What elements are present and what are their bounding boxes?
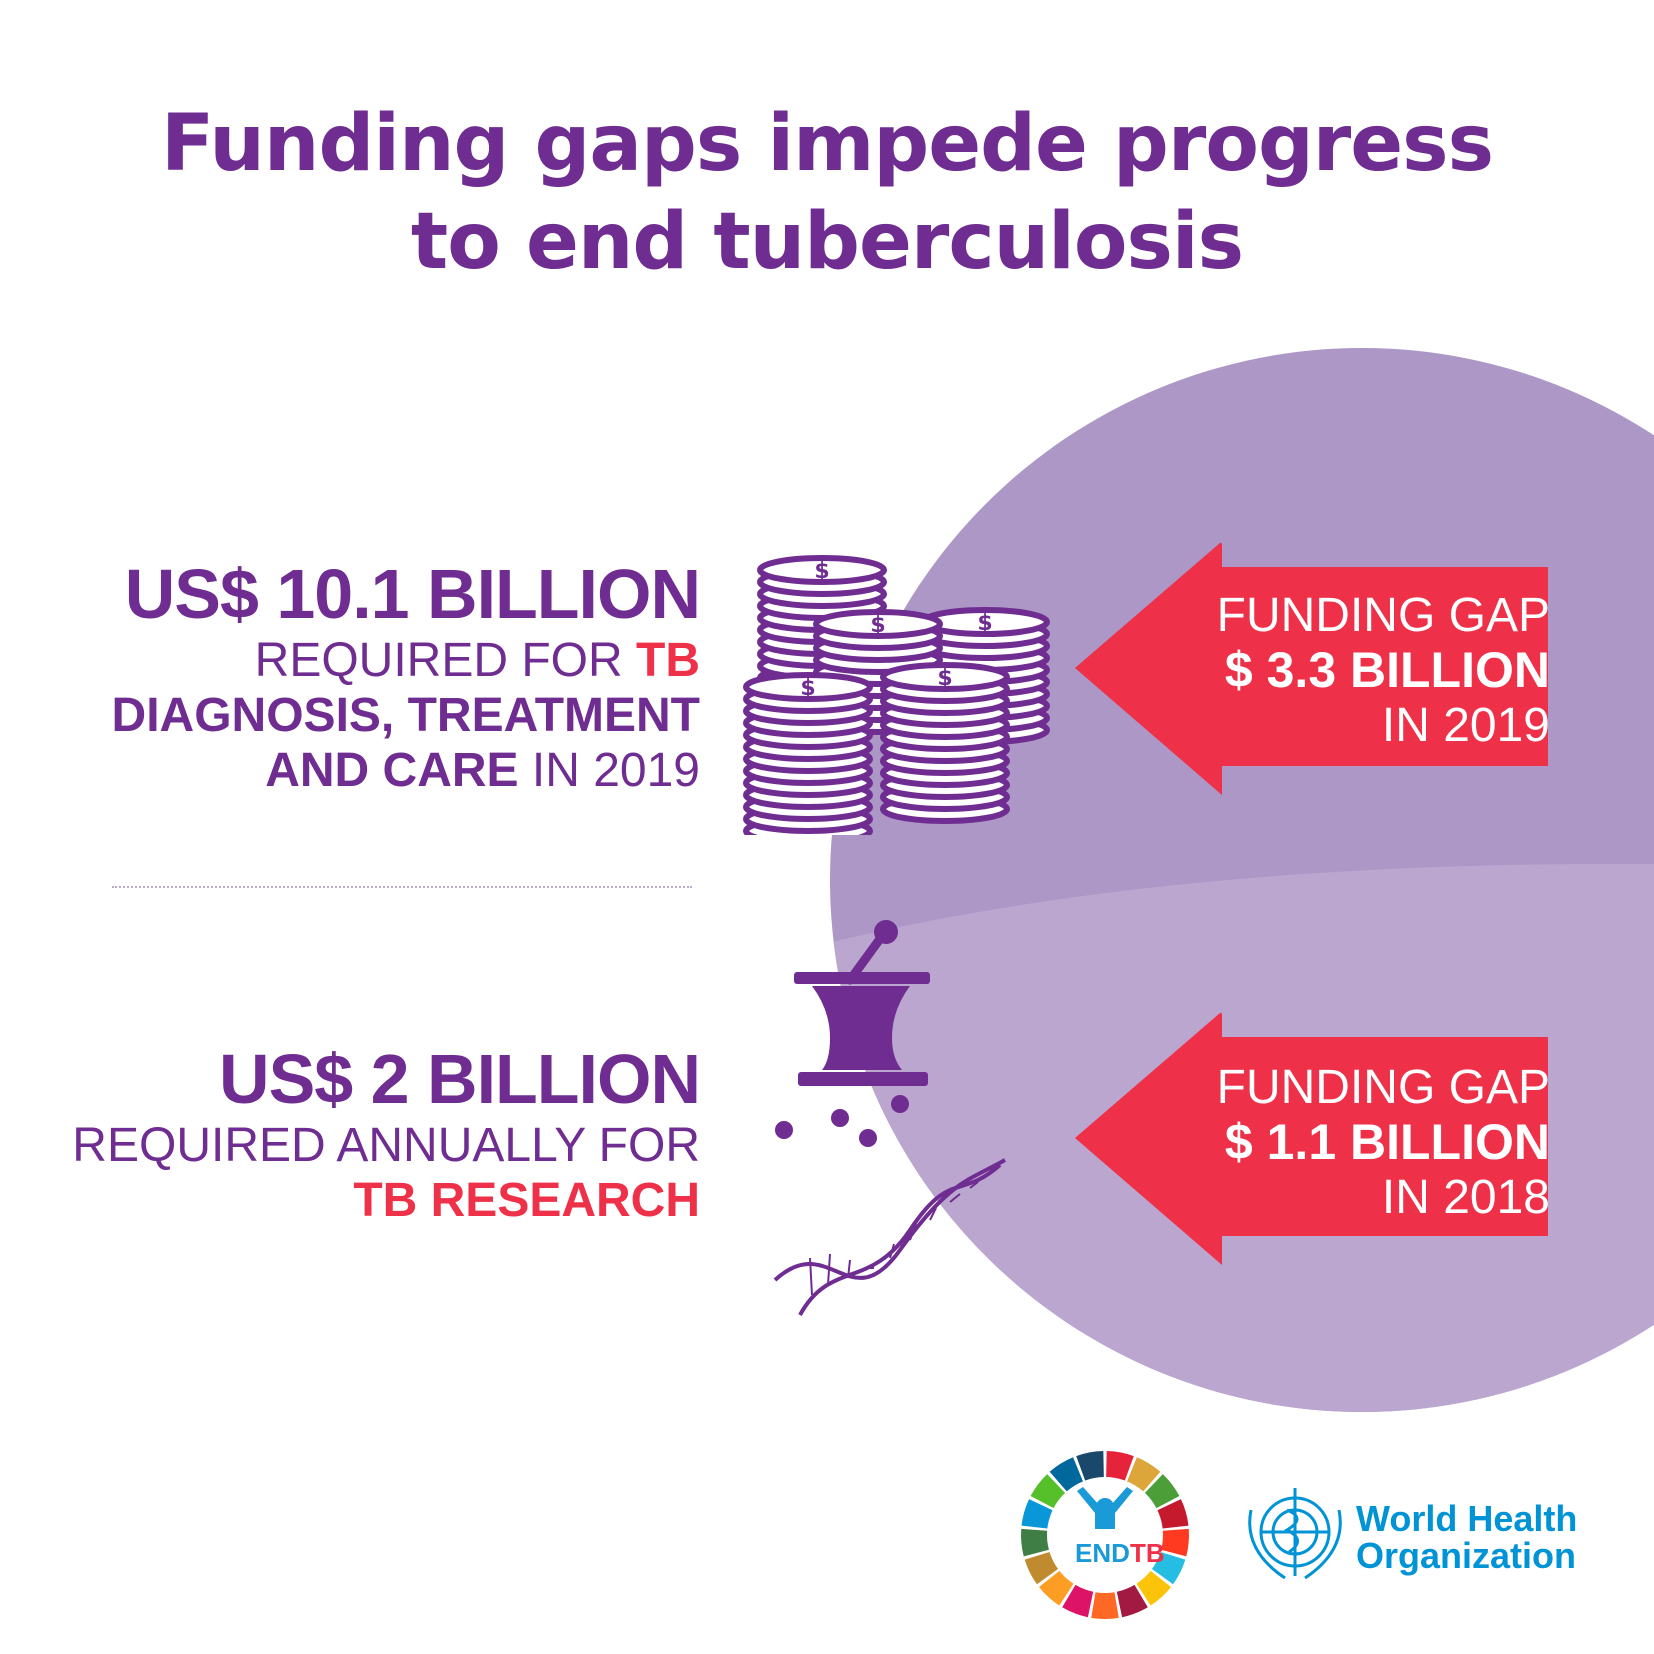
ring-segment xyxy=(1157,1499,1189,1529)
ring-segment xyxy=(1038,1570,1074,1606)
ring-segment xyxy=(1116,1584,1148,1618)
ring-segment xyxy=(1106,1451,1134,1481)
coin xyxy=(813,609,943,639)
divider xyxy=(112,886,692,888)
gap-label: FUNDING GAP xyxy=(1216,589,1550,642)
dna-icon xyxy=(773,1158,1006,1316)
ring-segment xyxy=(1030,1474,1066,1509)
ring-segment xyxy=(1127,1457,1161,1492)
research-tb: TB RESEARCH xyxy=(353,1174,700,1227)
page-title: Funding gaps impede progress to end tube… xyxy=(0,95,1654,291)
coin xyxy=(757,555,887,585)
funding-gap-arrow-1 xyxy=(1075,542,1548,795)
ring-segment xyxy=(1049,1457,1083,1492)
ring-segment xyxy=(1021,1528,1049,1557)
gap-label: FUNDING GAP xyxy=(1216,1061,1550,1114)
gap-year: IN 2019 xyxy=(1381,699,1550,752)
coin xyxy=(880,662,1010,692)
care-amount: US$ 10.1 BILLION xyxy=(124,555,701,633)
who-line-2: Organization xyxy=(1356,1535,1577,1576)
care-requirement: US$ 10.1 BILLION REQUIRED FOR TB DIAGNOS… xyxy=(111,555,701,798)
who-wordmark: World Health Organization xyxy=(1356,1500,1577,1574)
funding-gap-2: FUNDING GAP $ 1.1 BILLION IN 2018 xyxy=(1217,1060,1550,1225)
dollar-sign-icon: $ xyxy=(977,611,992,636)
ring-segment xyxy=(1161,1528,1189,1557)
ring-segment xyxy=(1091,1592,1119,1619)
ring-segment xyxy=(1144,1474,1180,1509)
end-tb-logo: END TB xyxy=(1021,1451,1189,1619)
care-tb: TB xyxy=(636,634,700,687)
mortar-pestle-icon xyxy=(775,920,930,1147)
title-line-2: to end tuberculosis xyxy=(410,197,1244,287)
gap-amount: $ 1.1 BILLION xyxy=(1224,1114,1550,1170)
funding-gap-arrow-2 xyxy=(1075,1012,1548,1265)
coin-stack: $ xyxy=(743,672,873,835)
coin-stacks-icon: $ $ $ $ $ xyxy=(743,555,1050,835)
dollar-sign-icon: $ xyxy=(870,613,885,638)
ring-segment xyxy=(1076,1451,1104,1481)
coin xyxy=(743,672,873,702)
research-amount: US$ 2 BILLION xyxy=(219,1040,701,1118)
care-text: REQUIRED FOR xyxy=(254,634,637,687)
dollar-sign-icon: $ xyxy=(937,666,952,691)
funding-gap-1: FUNDING GAP $ 3.3 BILLION IN 2019 xyxy=(1217,588,1550,753)
who-line-1: World Health xyxy=(1356,1498,1578,1539)
endtb-tb: TB xyxy=(1130,1538,1165,1568)
coin-stack: $ xyxy=(880,662,1010,824)
who-emblem-icon xyxy=(1248,1488,1342,1580)
research-text: REQUIRED ANNUALLY FOR xyxy=(72,1119,700,1172)
ring-segment xyxy=(1151,1551,1186,1585)
ring-segment xyxy=(1024,1551,1059,1585)
gap-amount: $ 3.3 BILLION xyxy=(1224,642,1550,698)
ring-segment xyxy=(1136,1570,1172,1606)
dollar-sign-icon: $ xyxy=(800,676,815,701)
dollar-sign-icon: $ xyxy=(814,559,829,584)
endtb-end: END xyxy=(1075,1538,1130,1568)
gap-year: IN 2018 xyxy=(1381,1171,1550,1224)
research-requirement: US$ 2 BILLION REQUIRED ANNUALLY FOR TB R… xyxy=(72,1040,701,1228)
care-year: IN 2019 xyxy=(518,744,700,797)
ring-segment xyxy=(1062,1584,1094,1618)
care-text-3: AND CARE xyxy=(265,744,519,797)
ring-segment xyxy=(1021,1499,1053,1529)
title-line-1: Funding gaps impede progress xyxy=(160,99,1494,189)
care-text-2: DIAGNOSIS, TREATMENT xyxy=(111,689,700,742)
